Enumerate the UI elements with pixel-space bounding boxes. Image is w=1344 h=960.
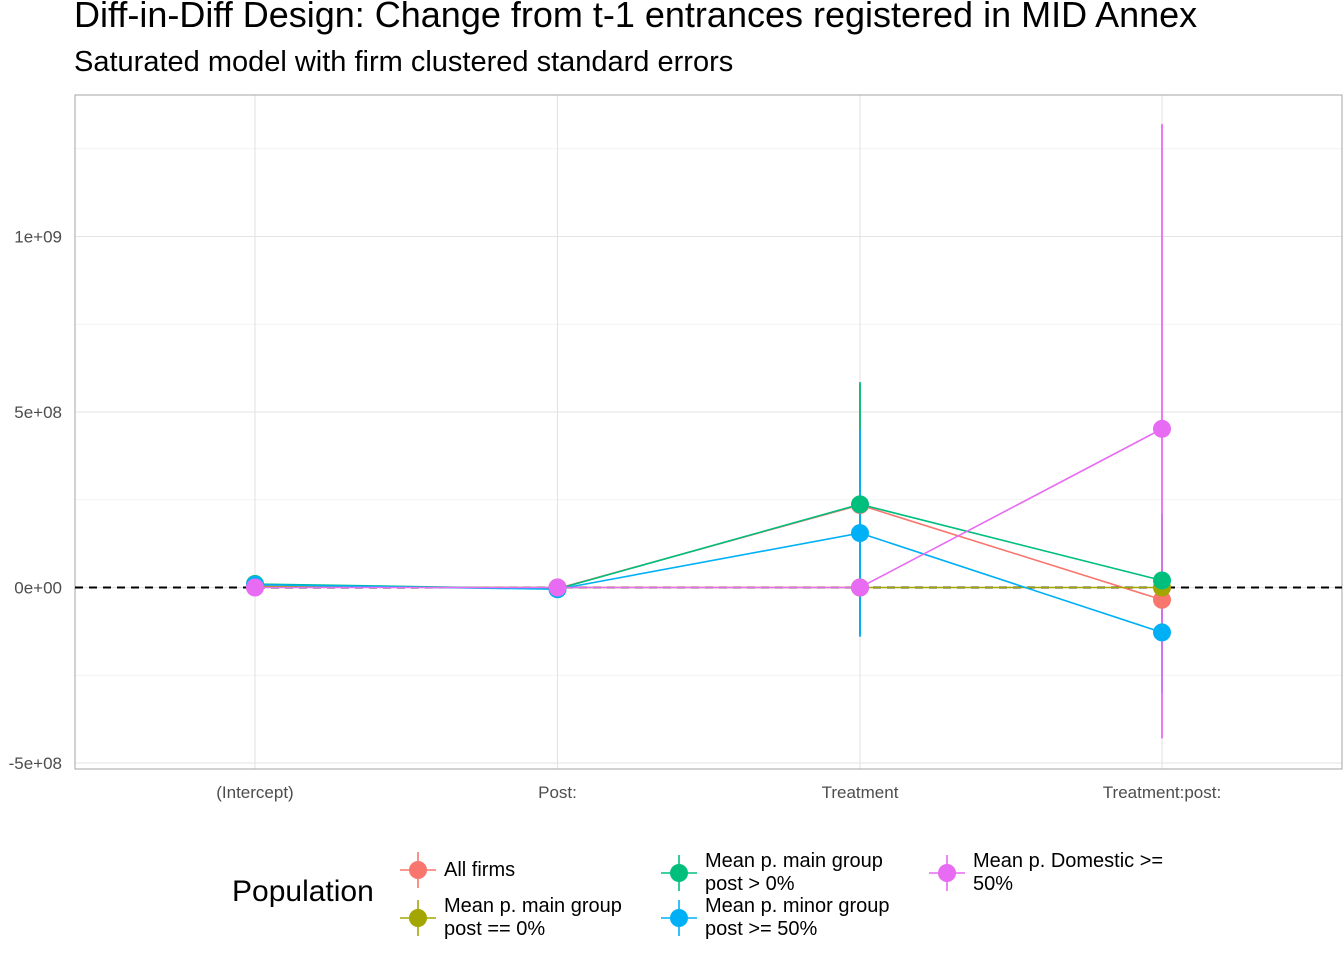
- legend-label: Mean p. Domestic >= 50%: [973, 850, 1164, 895]
- legend-item: Mean p. Domestic >= 50%: [927, 850, 1173, 896]
- legend-label: Mean p. main group post == 0%: [444, 895, 622, 940]
- legend-label: Mean p. minor group post >= 50%: [705, 895, 890, 940]
- data-point: [1153, 571, 1171, 590]
- series-line: [254, 503, 1163, 590]
- legend-item: Mean p. main group post > 0%: [659, 850, 905, 896]
- x-tick-label: Treatment:post:: [1103, 783, 1221, 802]
- data-point: [246, 578, 264, 597]
- legend-label: All firms: [444, 858, 516, 881]
- panel-border: [74, 94, 1343, 770]
- y-tick-label: 1e+09: [14, 228, 62, 247]
- data-point: [1153, 419, 1171, 438]
- y-tick-label: 0e+00: [14, 579, 62, 598]
- series-line: [255, 428, 1163, 589]
- chart-title: Diff-in-Diff Design: Change from t-1 ent…: [74, 0, 1198, 35]
- legend-key-icon: [661, 900, 697, 936]
- x-tick-label: (Intercept): [216, 783, 293, 802]
- y-tick-label: -5e+08: [9, 754, 62, 773]
- plot-area: -5e+08 0e+00 5e+08 1e+09 (Intercept) Post: Tre…: [9, 94, 1343, 802]
- data-point: [548, 578, 567, 597]
- series-line: [254, 532, 1163, 634]
- data-point: [851, 578, 869, 597]
- legend-item: Mean p. minor group post >= 50%: [659, 895, 905, 941]
- legend-title: Population: [232, 875, 374, 908]
- legend-key-icon: [400, 852, 436, 888]
- x-tick-label: Treatment: [822, 783, 899, 802]
- legend-key-icon: [400, 900, 436, 936]
- y-tick-label: 5e+08: [14, 403, 62, 422]
- x-tick-label: Post:: [538, 783, 577, 802]
- legend-key-icon: [929, 855, 965, 891]
- chart-subtitle: Saturated model with firm clustered stan…: [74, 46, 734, 78]
- legend-item: Mean p. main group post == 0%: [398, 895, 644, 941]
- legend-key-icon: [661, 855, 697, 891]
- legend-label: Mean p. main group post > 0%: [705, 850, 883, 895]
- data-point: [851, 495, 869, 514]
- legend-item: All firms: [398, 850, 644, 890]
- data-point: [851, 524, 869, 543]
- data-point: [1153, 623, 1171, 642]
